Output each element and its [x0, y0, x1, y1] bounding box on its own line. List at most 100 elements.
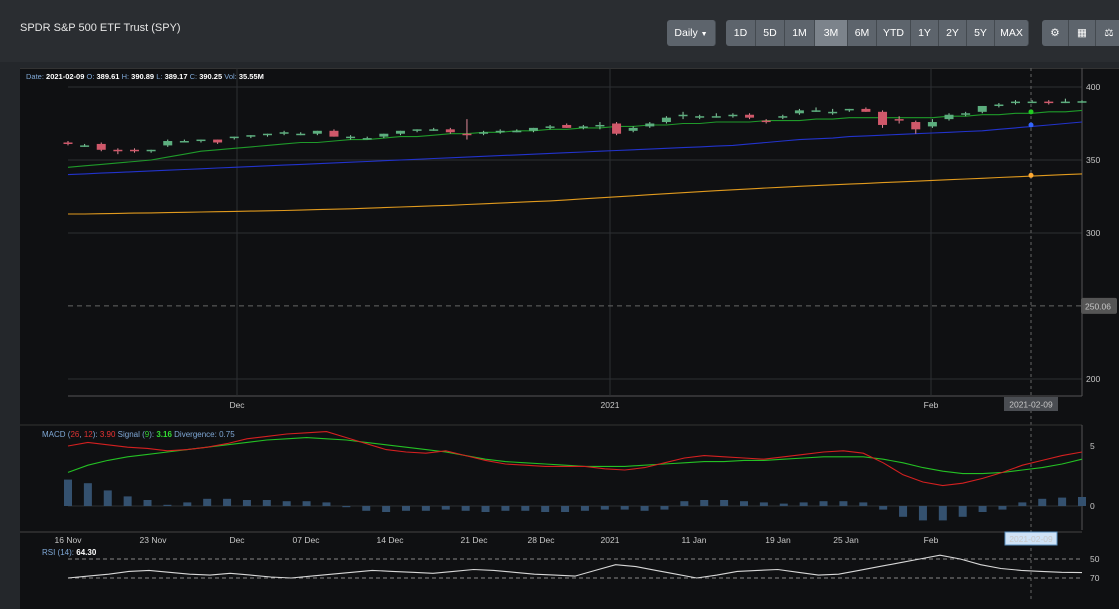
candle-body — [977, 105, 987, 112]
price-tick-label: 300 — [1086, 228, 1100, 238]
macd-divergence-bar — [83, 483, 92, 506]
macd-divergence-bar — [441, 506, 450, 510]
balance-scale-icon[interactable]: ⚖ — [1096, 20, 1119, 46]
macd-divergence-bar — [839, 501, 848, 506]
calculator-icon[interactable]: ▦ — [1069, 20, 1096, 46]
bottom-xaxis-label: 23 Nov — [140, 535, 168, 545]
volume-value: 35.55M — [238, 72, 264, 81]
ma-green-line — [67, 109, 1083, 168]
macd-divergence-bar — [740, 501, 748, 506]
range-button-1m[interactable]: 1M — [785, 20, 815, 46]
macd-divergence-bar — [998, 506, 1007, 510]
candle-body — [811, 110, 821, 112]
divergence-value: 0.75 — [219, 430, 235, 439]
candle-body — [312, 130, 322, 134]
range-button-2y[interactable]: 2Y — [939, 20, 967, 46]
macd-label: MACD — [42, 430, 66, 439]
range-button-max[interactable]: MAX — [995, 20, 1029, 46]
macd-divergence-bar — [64, 479, 72, 506]
candle-body — [279, 132, 289, 134]
macd-divergence-bar — [700, 500, 709, 506]
ma-blue-marker — [1028, 122, 1034, 128]
signal-period: 9 — [144, 430, 150, 439]
chart-panel[interactable] — [20, 68, 1119, 609]
candle-body — [595, 124, 605, 127]
range-button-5y[interactable]: 5Y — [967, 20, 995, 46]
range-button-ytd[interactable]: YTD — [877, 20, 911, 46]
candle-body — [828, 111, 838, 114]
candle-body — [911, 122, 921, 130]
macd-divergence-bar — [521, 506, 530, 511]
bottom-xaxis-label: 16 Nov — [55, 535, 83, 545]
cursor-value-box — [1081, 297, 1117, 314]
macd-divergence-bar — [123, 496, 132, 506]
main-xaxis-label: Dec — [229, 400, 245, 410]
candle-body — [445, 129, 455, 133]
bottom-xaxis-label: Feb — [924, 535, 939, 545]
ma-green-marker — [1028, 109, 1034, 115]
macd-divergence-bar — [382, 506, 391, 512]
range-button-1y[interactable]: 1Y — [911, 20, 939, 46]
macd-divergence-bar — [1038, 498, 1047, 506]
bottom-xaxis-label: 14 Dec — [377, 535, 405, 545]
range-button-5d[interactable]: 5D — [756, 20, 785, 46]
candle-body — [346, 136, 356, 139]
candle-body — [894, 119, 904, 121]
candle-body — [1044, 101, 1054, 104]
macd-divergence-bar — [600, 506, 609, 510]
candle-body — [545, 126, 555, 128]
candle-body — [96, 143, 106, 150]
macd-divergence-bar — [580, 506, 589, 511]
macd-divergence-bar — [103, 490, 112, 506]
candle-body — [1011, 101, 1021, 104]
candle-body — [163, 141, 173, 146]
bottom-xaxis-label: Dec — [229, 535, 245, 545]
interval-dropdown[interactable]: Daily ▼ — [667, 20, 716, 46]
macd-divergence-bar — [1058, 497, 1067, 506]
macd-divergence-bar — [819, 501, 828, 506]
candle-body — [146, 149, 156, 152]
macd-tick-label: 5 — [1090, 441, 1095, 451]
macd-divergence-bar — [899, 506, 908, 517]
candle-body — [761, 120, 771, 123]
bottom-cursor-date-label: 2021-02-09 — [1009, 534, 1053, 544]
candle-body — [528, 127, 538, 131]
candle-body — [462, 133, 472, 136]
range-button-6m[interactable]: 6M — [848, 20, 877, 46]
macd-line — [67, 431, 1083, 487]
interval-label: Daily — [674, 27, 698, 39]
range-button-1d[interactable]: 1D — [726, 20, 756, 46]
macd-divergence-bar — [481, 506, 490, 512]
macd-divergence-bar — [183, 502, 192, 506]
candle-body — [612, 123, 622, 134]
macd-divergence-bar — [322, 502, 331, 506]
candle-body — [196, 139, 206, 142]
candle-body — [578, 126, 588, 128]
candle-body — [229, 136, 239, 139]
ma-blue-line — [67, 121, 1083, 176]
low-value: 389.17 — [164, 72, 188, 81]
chart-title: SPDR S&P 500 ETF Trust (SPY) — [20, 22, 181, 34]
caret-down-icon: ▼ — [700, 31, 708, 38]
candle-body — [794, 110, 804, 114]
macd-divergence-bar — [342, 506, 351, 508]
candle-body — [844, 108, 854, 111]
candle-body — [512, 130, 522, 133]
bottom-xaxis-label: 07 Dec — [293, 535, 321, 545]
ma-orange-marker — [1028, 172, 1034, 178]
range-button-3m[interactable]: 3M — [815, 20, 848, 46]
candle-body — [329, 130, 339, 137]
candle-body — [711, 116, 721, 118]
candle-body — [495, 130, 505, 133]
candle-body — [179, 141, 189, 143]
macd-divergence-bar — [163, 504, 172, 506]
macd-divergence-bar — [680, 501, 689, 506]
macd-value: 3.90 — [99, 430, 116, 439]
macd-divergence-bar — [859, 502, 868, 506]
candle-body — [395, 130, 405, 134]
candle-body — [479, 132, 489, 134]
signal-value: 3.16 — [156, 430, 172, 439]
macd-slow: 12 — [83, 430, 93, 439]
gears-icon[interactable]: ⚙ — [1042, 20, 1069, 46]
